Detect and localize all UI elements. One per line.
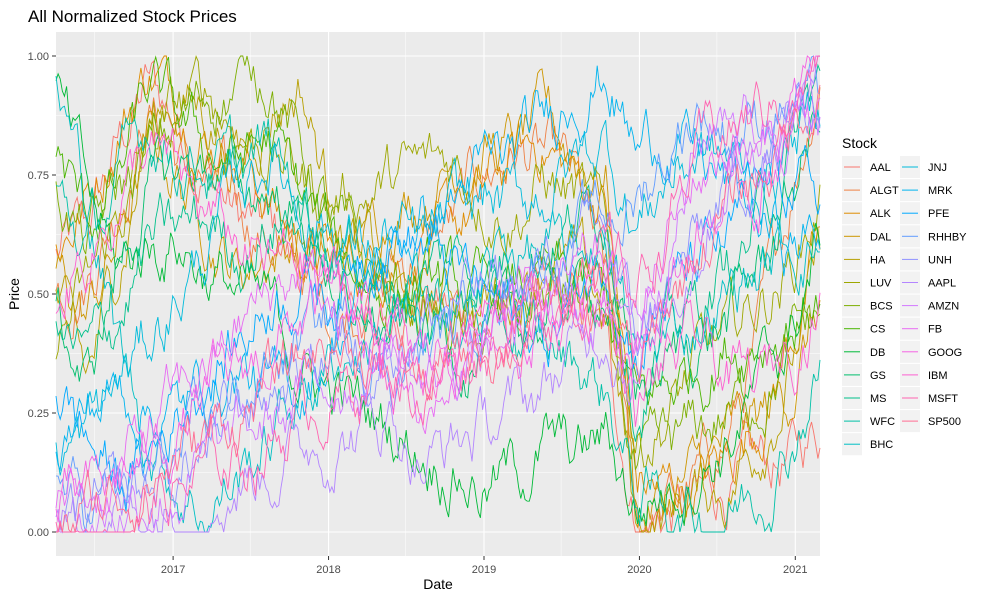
series-line-amzn [55, 69, 821, 534]
series-line-jnj [55, 91, 821, 476]
series-line-msft [55, 55, 820, 533]
legend-label-aal: AAL [870, 162, 891, 174]
series-line-fb [55, 88, 821, 517]
legend-label-sp500: SP500 [928, 416, 961, 428]
series-line-ms [55, 63, 821, 442]
y-axis-title: Price [6, 278, 22, 310]
legend-label-alk: ALK [870, 208, 891, 220]
legend-label-fb: FB [928, 324, 942, 336]
series-line-ha [55, 79, 821, 533]
y-axis-ticks: 0.00 0.25 0.50 0.75 1.00 [28, 51, 56, 539]
x-tick-label: 2018 [316, 564, 340, 576]
x-tick-label: 2021 [783, 564, 807, 576]
series-line-ibm [55, 127, 821, 427]
legend-label-db: DB [870, 347, 885, 359]
legend: Stock AAL ALGT ALK DAL HA LUV BCS CS DB GS MS WFC BH… [842, 135, 967, 456]
x-tick-label: 2020 [627, 564, 651, 576]
legend-label-goog: GOOG [928, 347, 962, 359]
legend-label-bhc: BHC [870, 439, 893, 451]
series-line-mrk [55, 65, 821, 472]
y-tick-label: 0.00 [28, 527, 49, 539]
legend-label-mrk: MRK [928, 185, 953, 197]
x-tick-label: 2019 [472, 564, 496, 576]
series-line-wfc [55, 114, 821, 534]
legend-label-pfe: PFE [928, 208, 949, 220]
legend-label-gs: GS [870, 370, 886, 382]
y-tick-label: 0.75 [28, 170, 49, 182]
legend-label-amzn: AMZN [928, 301, 959, 313]
legend-label-rhhby: RHHBY [928, 231, 967, 243]
chart-title: All Normalized Stock Prices [28, 7, 237, 26]
y-tick-label: 0.25 [28, 408, 49, 420]
legend-label-unh: UNH [928, 254, 952, 266]
y-tick-label: 0.50 [28, 289, 49, 301]
legend-label-jnj: JNJ [928, 162, 947, 174]
series-line-goog [55, 55, 821, 523]
legend-label-algt: ALGT [870, 185, 899, 197]
legend-label-cs: CS [870, 324, 885, 336]
legend-label-ms: MS [870, 393, 887, 405]
series-line-aapl [55, 55, 821, 533]
x-axis-title: Date [423, 576, 453, 592]
legend-items: AAL ALGT ALK DAL HA LUV BCS CS DB GS MS WFC BHC JNJ MR… [842, 156, 967, 456]
legend-label-luv: LUV [870, 278, 892, 290]
legend-label-aapl: AAPL [928, 278, 956, 290]
legend-label-bcs: BCS [870, 301, 893, 313]
series-line-unh [56, 81, 821, 534]
series-line-aal [55, 60, 821, 534]
legend-label-dal: DAL [870, 231, 891, 243]
series-line-sp500 [56, 84, 821, 533]
legend-title: Stock [842, 135, 878, 151]
legend-label-msft: MSFT [928, 393, 958, 405]
x-tick-label: 2017 [161, 564, 185, 576]
x-axis-ticks: 2017 2018 2019 2020 2021 [161, 556, 808, 576]
series-line-bcs [55, 55, 821, 470]
y-tick-label: 1.00 [28, 51, 49, 63]
legend-label-wfc: WFC [870, 416, 895, 428]
legend-label-ibm: IBM [928, 370, 948, 382]
series-lines [55, 55, 821, 534]
legend-label-ha: HA [870, 254, 886, 266]
series-line-luv [55, 55, 821, 468]
series-line-db [55, 72, 821, 527]
series-line-cs [55, 55, 821, 412]
